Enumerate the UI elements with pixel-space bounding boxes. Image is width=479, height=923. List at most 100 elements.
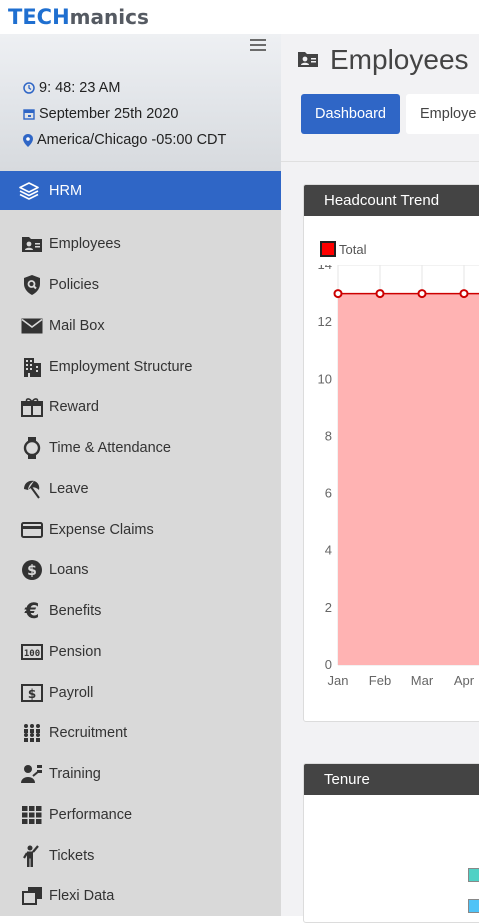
sidebar-item-reward[interactable]: Reward (0, 387, 281, 428)
chart-legend[interactable]: Total (320, 241, 366, 257)
sidebar-item-loans[interactable]: $ Loans (0, 550, 281, 591)
sidebar-item-label: Recruitment (49, 725, 128, 742)
sidebar-item-employees[interactable]: Employees (0, 224, 281, 265)
gift-icon (21, 396, 43, 418)
legend-swatch-total (320, 241, 336, 257)
y-tick-label: 0 (325, 657, 332, 672)
sidebar-item-flexi-data[interactable]: Flexi Data (0, 876, 281, 917)
sidebar-item-policies[interactable]: Policies (0, 265, 281, 306)
clock-date: September 25th 2020 (39, 106, 179, 122)
data-point-total (417, 289, 427, 299)
sidebar-item-recruitment[interactable]: Recruitment (0, 713, 281, 754)
sidebar-section-hrm[interactable]: HRM (0, 171, 281, 210)
brand-logo[interactable]: TECHmanics (8, 5, 149, 29)
tabs-bar: Dashboard Employe (281, 86, 479, 162)
main-content: Employees Dashboard Employe Headcount Tr… (281, 34, 479, 923)
headcount-trend-card: Headcount Trend Total 0 2 4 6 8 10 12 14 Jan Feb M… (303, 184, 479, 722)
sidebar-item-label: Training (49, 766, 101, 783)
sidebar-item-label: Policies (49, 277, 99, 294)
euro-icon: € (21, 600, 43, 622)
y-tick-label: 2 (325, 600, 332, 615)
tenure-card: Tenure (303, 763, 479, 923)
employee-badge-icon (298, 52, 318, 67)
trainer-icon (21, 763, 43, 785)
clock-time: 9: 48: 23 AM (39, 80, 121, 96)
sidebar-item-pension[interactable]: 100 Pension (0, 632, 281, 673)
sidebar-item-label: Loans (49, 562, 89, 579)
brand-part-tech: TECH (8, 5, 70, 29)
map-marker-icon (23, 133, 33, 147)
pension-icon: 100 (21, 641, 43, 663)
watch-icon (21, 437, 43, 460)
sidebar-item-expense-claims[interactable]: Expense Claims (0, 509, 281, 550)
employee-badge-icon (21, 233, 43, 255)
x-tick-label: Feb (369, 673, 391, 688)
page-title: Employees (330, 44, 469, 75)
clock-icon (23, 82, 35, 94)
clock-time-row: 9: 48: 23 AM (23, 80, 120, 96)
sidebar-item-label: Performance (49, 806, 133, 823)
calendar-icon (23, 109, 35, 120)
data-point-total (459, 289, 469, 299)
tenure-legend-swatch-1 (468, 868, 479, 882)
beach-umbrella-icon (21, 478, 43, 500)
layers-icon (19, 181, 39, 200)
people-group-icon (21, 722, 43, 744)
svg-text:100: 100 (24, 649, 40, 659)
sidebar-item-leave[interactable]: Leave (0, 469, 281, 510)
sidebar-item-label: Tickets (49, 847, 95, 864)
credit-card-icon (21, 519, 43, 541)
money-bill-icon: $ (21, 682, 43, 704)
svg-text:€: € (24, 600, 40, 622)
sidebar-item-payroll[interactable]: $ Payroll (0, 672, 281, 713)
sidebar-item-label: Leave (49, 480, 89, 497)
headcount-trend-chart: 0 2 4 6 8 10 12 14 Jan Feb Mar Apr (318, 265, 479, 688)
sidebar-item-label: Benefits (49, 603, 102, 620)
sidebar-item-time-attendance[interactable]: Time & Attendance (0, 428, 281, 469)
area-fill-total (338, 293, 479, 665)
sidebar-item-employment-structure[interactable]: Employment Structure (0, 346, 281, 387)
sidebar-item-label: Expense Claims (49, 521, 154, 538)
clock-timezone-row: America/Chicago -05:00 CDT (23, 132, 226, 148)
tab-dashboard[interactable]: Dashboard (301, 94, 400, 134)
tenure-legend-swatch-2 (468, 899, 479, 913)
y-tick-label: 10 (318, 371, 332, 386)
clock-timezone: America/Chicago -05:00 CDT (37, 132, 227, 148)
sidebar-item-label: Time & Attendance (49, 440, 171, 457)
clone-icon (21, 885, 43, 907)
clock-date-row: September 25th 2020 (23, 106, 178, 122)
sidebar-item-performance[interactable]: Performance (0, 795, 281, 836)
tab-employees[interactable]: Employe (406, 94, 479, 134)
y-tick-label: 8 (325, 428, 332, 443)
hamburger-menu-icon[interactable] (250, 39, 266, 53)
sidebar-item-training[interactable]: Training (0, 754, 281, 795)
data-point-total (333, 289, 343, 299)
sidebar-menu: Employees Policies Mail Box Employment S… (0, 224, 281, 917)
sidebar-item-tickets[interactable]: Tickets (0, 835, 281, 876)
clock-panel: 9: 48: 23 AM September 25th 2020 America… (0, 34, 281, 171)
tenure-title: Tenure (304, 764, 479, 795)
page-header: Employees (281, 34, 479, 86)
hrm-label: HRM (49, 182, 83, 199)
y-tick-label: 14 (318, 265, 332, 272)
svg-text:$: $ (28, 687, 36, 701)
x-tick-label: Jan (328, 673, 349, 688)
envelope-icon (21, 315, 43, 337)
sidebar-item-label: Employees (49, 236, 121, 253)
person-hand-raised-icon (21, 844, 43, 867)
sidebar-item-label: Pension (49, 643, 102, 660)
shield-search-icon (21, 274, 43, 296)
x-tick-label: Mar (411, 673, 434, 688)
legend-label-total: Total (339, 241, 367, 257)
y-tick-label: 4 (325, 543, 332, 558)
brand-part-manics: manics (69, 5, 149, 29)
sidebar-item-benefits[interactable]: € Benefits (0, 591, 281, 632)
building-icon (21, 356, 43, 378)
grid-icon (21, 804, 43, 826)
sidebar-item-label: Employment Structure (49, 358, 193, 375)
y-tick-label: 6 (325, 486, 332, 501)
sidebar-item-label: Reward (49, 399, 99, 416)
y-tick-label: 12 (318, 314, 332, 329)
svg-text:$: $ (27, 563, 37, 579)
sidebar-item-mail-box[interactable]: Mail Box (0, 306, 281, 347)
